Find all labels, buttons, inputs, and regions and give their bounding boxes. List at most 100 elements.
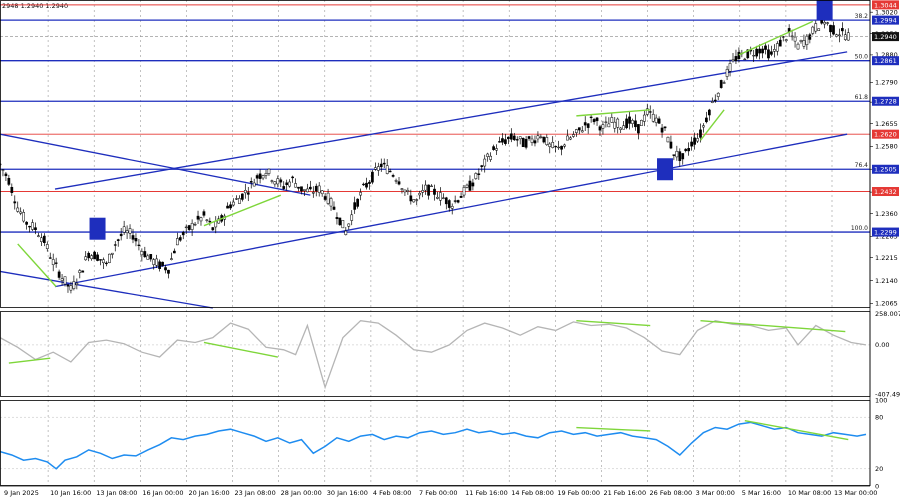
candle-body[interactable] xyxy=(241,193,244,200)
candle-body[interactable] xyxy=(190,223,194,230)
candle-body[interactable] xyxy=(326,192,330,204)
candle-body[interactable] xyxy=(524,138,528,148)
candle-body[interactable] xyxy=(279,179,283,183)
candle-body[interactable] xyxy=(105,262,108,265)
candle-body[interactable] xyxy=(725,69,729,77)
candle-body[interactable] xyxy=(483,158,487,167)
candle-body[interactable] xyxy=(843,34,847,40)
candle-body[interactable] xyxy=(122,226,126,233)
candle-body[interactable] xyxy=(323,196,327,200)
candle-body[interactable] xyxy=(716,92,720,97)
candle-body[interactable] xyxy=(359,192,362,196)
candle-body[interactable] xyxy=(187,225,191,230)
candle-body[interactable] xyxy=(87,252,91,259)
candle-body[interactable] xyxy=(362,183,365,186)
candle-body[interactable] xyxy=(784,39,788,41)
descending-trend-line[interactable] xyxy=(0,133,311,196)
candle-body[interactable] xyxy=(270,180,274,182)
candle-body[interactable] xyxy=(308,186,312,190)
divergence-line[interactable] xyxy=(738,20,814,56)
candle-body[interactable] xyxy=(273,181,277,185)
candle-body[interactable] xyxy=(119,233,123,237)
candle-body[interactable] xyxy=(654,117,658,123)
candle-body[interactable] xyxy=(238,198,241,204)
candle-body[interactable] xyxy=(211,227,215,231)
candle-body[interactable] xyxy=(592,119,596,123)
time-axis[interactable]: 9 Jan 2025 10 Jan 16:00 13 Jan 08:00 16 Jan… xyxy=(4,489,877,497)
candle-body[interactable] xyxy=(31,222,34,230)
candle-body[interactable] xyxy=(294,183,297,188)
candle-body[interactable] xyxy=(699,129,702,138)
candle-body[interactable] xyxy=(96,254,99,261)
candle-body[interactable] xyxy=(371,171,374,183)
candle-body[interactable] xyxy=(102,259,105,264)
candle-body[interactable] xyxy=(521,138,525,148)
candle-body[interactable] xyxy=(303,189,306,191)
candle-body[interactable] xyxy=(453,200,457,202)
candle-body[interactable] xyxy=(799,40,803,42)
candle-body[interactable] xyxy=(385,165,389,174)
candle-body[interactable] xyxy=(690,141,693,147)
candle-body[interactable] xyxy=(28,225,31,228)
candle-body[interactable] xyxy=(533,140,537,144)
candle-body[interactable] xyxy=(515,139,519,141)
signal-marker[interactable] xyxy=(816,0,833,21)
candle-body[interactable] xyxy=(492,146,495,150)
candle-body[interactable] xyxy=(548,143,552,147)
candle-body[interactable] xyxy=(264,173,268,176)
trend-channel-line[interactable] xyxy=(54,133,848,288)
candle-body[interactable] xyxy=(415,199,419,201)
candle-body[interactable] xyxy=(421,190,425,193)
candle-body[interactable] xyxy=(495,148,498,151)
candle-body[interactable] xyxy=(622,125,625,130)
candle-body[interactable] xyxy=(805,35,809,45)
rsi-panel[interactable] xyxy=(0,416,870,470)
candle-body[interactable] xyxy=(569,137,572,140)
candle-body[interactable] xyxy=(161,261,164,266)
candle-body[interactable] xyxy=(669,141,673,149)
candle-body[interactable] xyxy=(267,168,271,174)
candle-body[interactable] xyxy=(710,101,714,103)
candle-body[interactable] xyxy=(7,177,11,185)
candle-body[interactable] xyxy=(595,117,599,122)
candle-body[interactable] xyxy=(291,176,294,179)
candle-body[interactable] xyxy=(489,155,492,160)
candle-body[interactable] xyxy=(382,162,386,165)
candle-body[interactable] xyxy=(19,211,23,214)
candle-body[interactable] xyxy=(539,136,543,138)
candle-body[interactable] xyxy=(530,138,534,143)
candle-body[interactable] xyxy=(306,188,309,193)
candle-body[interactable] xyxy=(347,223,351,227)
candle-body[interactable] xyxy=(610,117,614,123)
candle-body[interactable] xyxy=(666,136,670,143)
candle-body[interactable] xyxy=(775,43,779,52)
candle-body[interactable] xyxy=(619,127,623,130)
candle-body[interactable] xyxy=(374,167,377,170)
candle-body[interactable] xyxy=(474,173,478,179)
candle-body[interactable] xyxy=(93,251,96,260)
candle-body[interactable] xyxy=(436,196,439,199)
candle-body[interactable] xyxy=(631,120,634,124)
price-scale[interactable]: 1.30201.29501.28801.27901.27251.26551.25… xyxy=(870,0,900,490)
candle-body[interactable] xyxy=(320,190,324,195)
candle-body[interactable] xyxy=(116,239,120,241)
candle-body[interactable] xyxy=(678,151,682,162)
candle-body[interactable] xyxy=(616,118,620,128)
candle-body[interactable] xyxy=(173,250,176,254)
candle-body[interactable] xyxy=(54,262,58,264)
candle-body[interactable] xyxy=(693,137,696,145)
candle-body[interactable] xyxy=(687,148,691,152)
candle-body[interactable] xyxy=(430,185,433,187)
divergence-line[interactable] xyxy=(699,109,725,141)
candle-body[interactable] xyxy=(752,54,756,57)
price-tag[interactable] xyxy=(872,15,899,25)
candle-body[interactable] xyxy=(243,190,247,194)
candle-body[interactable] xyxy=(34,227,37,231)
candle-body[interactable] xyxy=(702,125,705,128)
candle-body[interactable] xyxy=(660,127,664,133)
candle-body[interactable] xyxy=(613,121,617,129)
candle-body[interactable] xyxy=(444,197,448,205)
candle-body[interactable] xyxy=(465,184,469,188)
candle-body[interactable] xyxy=(341,220,345,229)
